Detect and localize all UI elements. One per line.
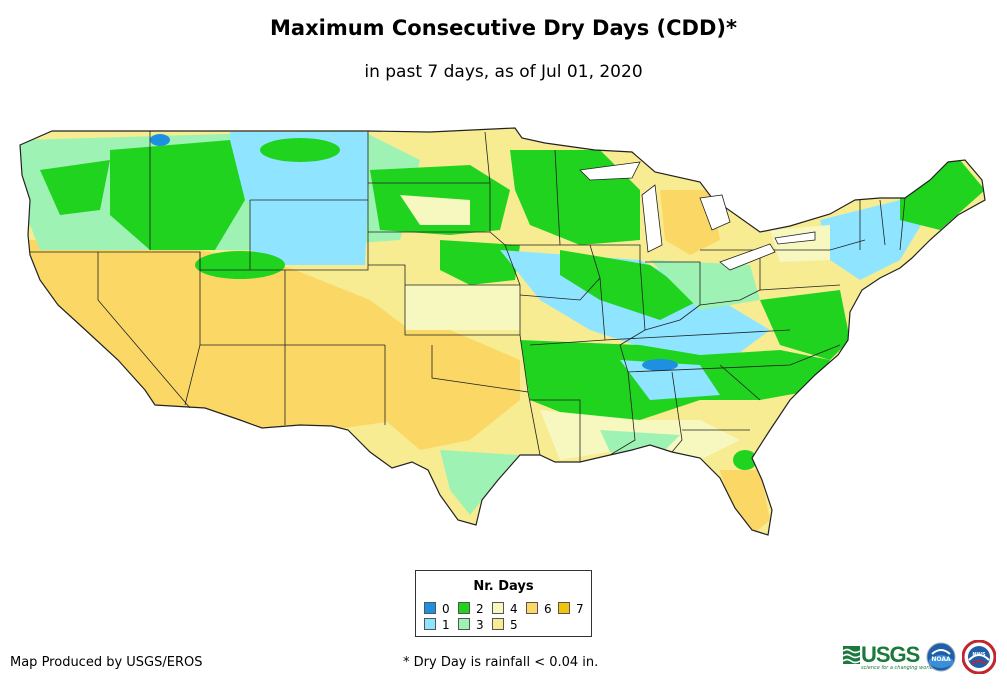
nws-logo-icon: NWS [962,640,996,674]
legend-swatch [558,602,570,614]
usgs-logo-text: USGS [861,642,920,667]
legend-item-4: 4 [492,602,518,616]
zone-d2-washington [40,160,110,215]
zone-d2-idaho [110,140,245,250]
legend-swatch [458,602,470,614]
usgs-wave-icon [843,646,860,664]
legend-item-5: 5 [492,618,518,632]
legend-swatch [424,618,436,630]
great-lakes [579,161,816,271]
legend-item-6: 6 [526,602,552,616]
zone-d2-blob [195,251,285,279]
legend-swatch [424,602,436,614]
map-credit: Map Produced by USGS/EROS [10,655,203,670]
zone-d1-wyoming [250,200,368,265]
zone-d2-blob [733,450,757,470]
legend-title: Nr. Days [473,579,534,594]
map-subtitle: in past 7 days, as of Jul 01, 2020 [364,62,643,82]
zone-d6-texas [380,330,520,450]
state-boundaries [30,131,906,462]
map-legend: Nr. Days 0 1 2 3 4 5 6 7 [415,570,592,637]
nws-logo-text: NWS [972,652,986,658]
legend-label: 7 [576,602,584,616]
usgs-tagline: science for a changing world [861,665,933,671]
zone-d6-florida [720,470,770,535]
legend-label: 3 [476,618,484,632]
legend-item-2: 2 [458,602,484,616]
legend-item-7: 7 [558,602,584,616]
zone-d1-tennessee [620,360,720,400]
legend-item-1: 1 [424,618,450,632]
zone-d2-blob [530,362,590,398]
legend-swatch [492,602,504,614]
legend-label: 0 [442,602,450,616]
zone-d3-south-texas [440,450,520,515]
zone-d2-virginia [760,290,850,360]
zone-d2-blob [450,251,510,279]
zone-d2-illinois [560,250,700,320]
map-title: Maximum Consecutive Dry Days (CDD)* [270,16,737,40]
legend-label: 1 [442,618,450,632]
legend-item-3: 3 [458,618,484,632]
legend-swatch [492,618,504,630]
legend-label: 4 [510,602,518,616]
zone-d6-southwest [20,240,420,430]
noaa-logo-text: NOAA [931,656,951,663]
zone-d0-blob [150,134,170,146]
us-outline [19,127,986,536]
zone-d2-blob [260,138,340,162]
legend-swatch [526,602,538,614]
legend-label: 6 [544,602,552,616]
dry-days-raster [20,128,985,535]
zone-d4-kansas [405,285,520,330]
legend-item-0: 0 [424,602,450,616]
legend-label: 2 [476,602,484,616]
zone-d3-ohio [650,260,760,310]
zone-d4-sd [400,195,470,225]
dry-day-footnote: * Dry Day is rainfall < 0.04 in. [403,655,599,670]
usgs-logo: USGS science for a changing world [843,642,933,671]
legend-swatch [458,618,470,630]
noaa-logo-icon: NOAA [926,642,956,672]
zone-d0-blob [642,359,678,371]
legend-label: 5 [510,618,518,632]
